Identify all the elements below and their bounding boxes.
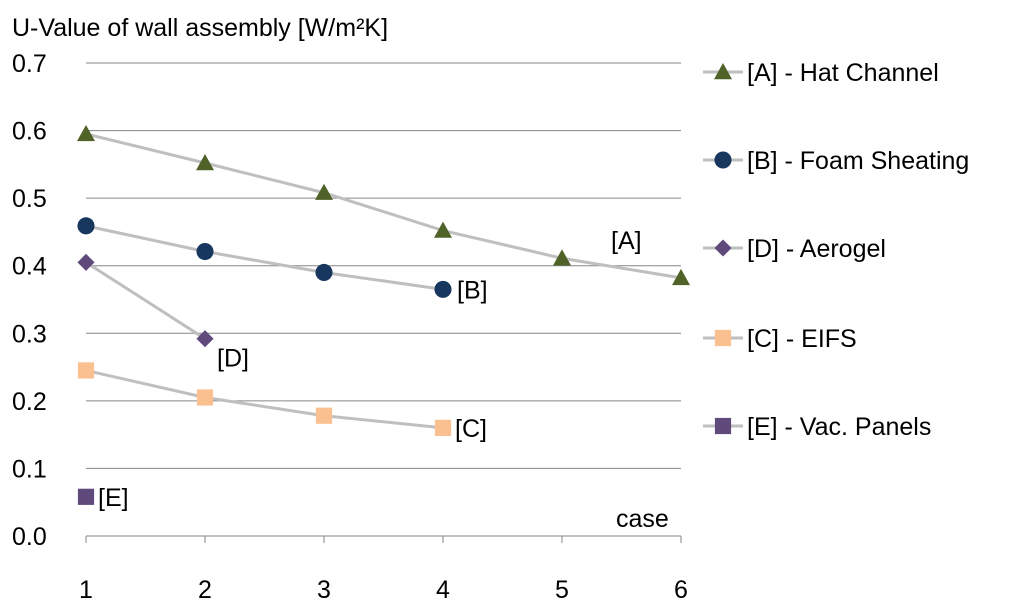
data-point-e xyxy=(77,488,95,505)
y-axis-label: U-Value of wall assembly [W/m²K] xyxy=(12,14,388,42)
series-label-c: [C] xyxy=(455,415,487,443)
series-lines xyxy=(85,132,682,430)
data-point-a xyxy=(196,154,214,171)
legend-label-a: [A] - Hat Channel xyxy=(747,59,939,87)
y-tick-label: 0.5 xyxy=(12,185,47,213)
data-point-b xyxy=(434,280,452,298)
data-point-b xyxy=(196,242,214,261)
data-point-b xyxy=(315,263,333,282)
x-axis-label: case xyxy=(616,505,669,533)
data-point-a xyxy=(553,249,571,266)
data-point-a xyxy=(315,183,333,200)
series-labels: [A] [B] [D] [C] [E] xyxy=(98,227,642,512)
legend-label-e: [E] - Vac. Panels xyxy=(747,413,931,441)
x-tick-label: 2 xyxy=(198,576,212,601)
legend-marker-a xyxy=(714,63,732,80)
data-point-d xyxy=(77,253,95,271)
series-label-d: [D] xyxy=(217,345,249,373)
x-tick-label: 5 xyxy=(555,576,569,601)
y-tick-label: 0.7 xyxy=(12,50,47,78)
y-tick-label: 0.0 xyxy=(12,523,47,551)
x-tick-label: 1 xyxy=(79,576,93,601)
data-point-a xyxy=(434,221,452,238)
series-line-b xyxy=(85,224,444,291)
data-point-c xyxy=(196,389,214,406)
data-point-c xyxy=(77,362,95,379)
data-point-c xyxy=(315,407,333,424)
y-tick-label: 0.4 xyxy=(12,253,47,281)
x-tick-label: 4 xyxy=(436,576,450,601)
y-tick-label: 0.3 xyxy=(12,320,47,348)
y-tick-label: 0.6 xyxy=(12,118,47,146)
gridlines xyxy=(86,62,681,469)
data-point-b xyxy=(77,217,95,235)
legend-marker-b xyxy=(714,151,732,169)
data-point-c xyxy=(434,419,452,436)
legend-label-d: [D] - Aerogel xyxy=(747,235,886,263)
series-label-b: [B] xyxy=(457,276,488,304)
data-point-a xyxy=(77,124,95,142)
y-tick-label: 0.2 xyxy=(12,388,47,416)
legend-marker-d xyxy=(714,239,732,257)
data-point-d xyxy=(196,330,214,348)
series-line-d xyxy=(85,261,206,340)
series-line-a xyxy=(85,132,682,280)
axes: 0.0 0.1 0.2 0.3 0.4 0.5 0.6 0.7 1 2 3 4 5 6 xyxy=(12,50,688,601)
x-tick-label: 6 xyxy=(674,576,688,601)
legend-marker-e xyxy=(714,417,732,435)
y-tick-label: 0.1 xyxy=(12,455,47,483)
legend-marker-c xyxy=(714,329,732,347)
data-point-a xyxy=(672,268,690,286)
legend-label-c: [C] - EIFS xyxy=(747,325,857,353)
series-label-a: [A] xyxy=(611,227,642,255)
x-tick-label: 3 xyxy=(317,576,331,601)
series-label-e: [E] xyxy=(98,484,129,512)
legend-label-b: [B] - Foam Sheating xyxy=(747,147,969,175)
series-markers xyxy=(77,124,690,505)
series-line-c xyxy=(85,368,444,430)
legend: [A] - Hat Channel [B] - Foam Sheating [D] … xyxy=(703,59,969,441)
